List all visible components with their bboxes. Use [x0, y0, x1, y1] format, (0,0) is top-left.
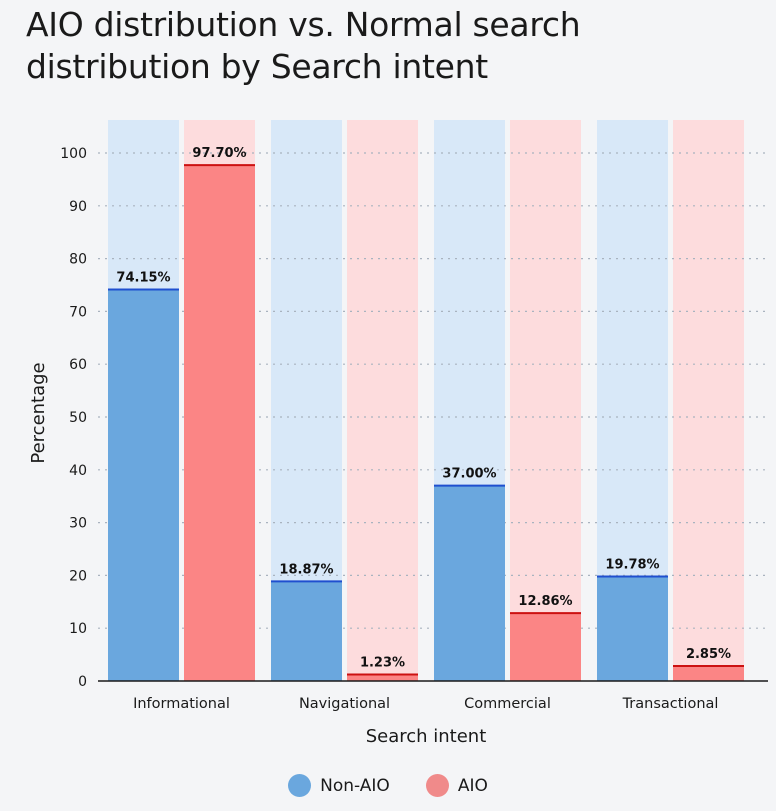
legend-label-non-aio: Non-AIO: [320, 775, 390, 796]
legend-swatch-non-aio: [288, 774, 312, 797]
y-tick-label: 20: [69, 568, 87, 584]
bar: [347, 674, 418, 681]
y-tick-label: 50: [69, 410, 87, 426]
data-label: 74.15%: [116, 270, 170, 285]
y-tick-label: 80: [69, 252, 87, 268]
x-tick-label: Navigational: [299, 696, 390, 712]
y-tick-label: 40: [69, 463, 87, 479]
bar: [271, 581, 342, 681]
data-label: 19.78%: [605, 558, 659, 573]
x-tick-label: Transactional: [622, 696, 719, 712]
x-axis-label: Search intent: [366, 726, 487, 747]
y-tick-label: 100: [60, 146, 87, 162]
chart-title: AIO distribution vs. Normal search distr…: [26, 5, 581, 86]
y-tick-label: 30: [69, 516, 87, 532]
bar: [510, 613, 581, 681]
bar-background: [347, 120, 418, 681]
y-tick-label: 90: [69, 199, 87, 215]
bar: [108, 289, 179, 681]
data-label: 2.85%: [686, 647, 731, 662]
y-axis-label: Percentage: [28, 362, 49, 463]
data-label: 18.87%: [279, 562, 333, 577]
y-tick-label: 0: [78, 674, 87, 690]
data-label: 97.70%: [192, 146, 246, 161]
bar-background: [673, 120, 744, 681]
legend-item-aio[interactable]: AIO: [425, 774, 488, 797]
x-tick-label: Informational: [133, 696, 230, 712]
data-label: 12.86%: [518, 594, 572, 609]
y-tick-label: 10: [69, 621, 87, 637]
y-tick-label: 60: [69, 357, 87, 373]
data-label: 37.00%: [442, 467, 496, 482]
bar-background: [510, 120, 581, 681]
legend-swatch-aio: [425, 774, 449, 797]
legend-label-aio: AIO: [457, 775, 488, 796]
bar: [184, 165, 255, 682]
y-tick-label: 70: [69, 304, 87, 320]
bar: [434, 485, 505, 681]
bar-chart: 0 10 20 30 40 50 60 70 80 90 100 74.15% 97.70% Inform…: [28, 120, 768, 747]
data-label: 1.23%: [360, 656, 405, 671]
bar: [597, 576, 668, 681]
x-tick-label: Commercial: [464, 696, 551, 712]
bar: [673, 665, 744, 681]
legend-item-non-aio[interactable]: Non-AIO: [288, 774, 390, 797]
legend: Non-AIO AIO: [0, 774, 776, 797]
